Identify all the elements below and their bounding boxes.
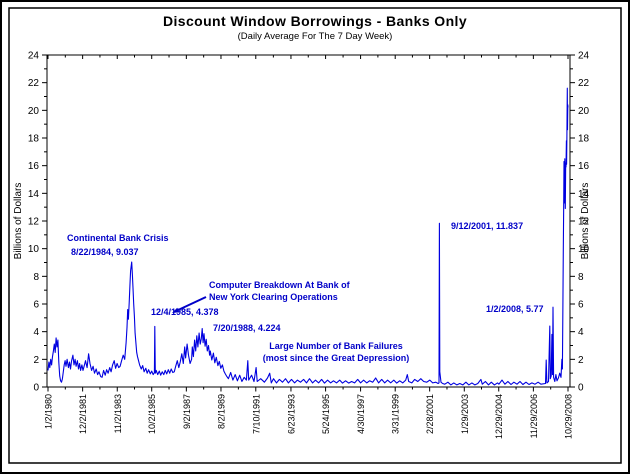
svg-text:20: 20 bbox=[578, 106, 590, 117]
svg-text:2: 2 bbox=[578, 355, 584, 366]
plot-box bbox=[46, 54, 571, 388]
annotation-arrow-icon bbox=[172, 296, 207, 313]
svg-text:10: 10 bbox=[578, 244, 590, 255]
svg-text:10: 10 bbox=[28, 244, 40, 255]
svg-text:4: 4 bbox=[33, 327, 39, 338]
svg-text:12/2/1981: 12/2/1981 bbox=[78, 394, 88, 434]
x-axis-tick-labels: 1/2/1980 12/2/1981 11/2/1983 10/2/1985 9/2/1… bbox=[44, 394, 574, 439]
annotation-continental-value: 8/22/1984, 9.037 bbox=[71, 247, 139, 257]
svg-text:1/29/2003: 1/29/2003 bbox=[460, 394, 470, 434]
svg-text:1/2/1980: 1/2/1980 bbox=[44, 394, 54, 429]
annotation-1988-spike-value: 7/20/1988, 4.224 bbox=[213, 323, 281, 333]
y-axis-ticks bbox=[42, 54, 575, 388]
svg-text:4: 4 bbox=[578, 327, 584, 338]
svg-text:14: 14 bbox=[28, 189, 40, 200]
annotation-2008-spike-value: 1/2/2008, 5.77 bbox=[486, 304, 544, 314]
svg-text:4/30/1997: 4/30/1997 bbox=[356, 394, 366, 434]
svg-text:18: 18 bbox=[28, 134, 40, 145]
svg-text:8: 8 bbox=[33, 272, 39, 283]
svg-text:8/2/1989: 8/2/1989 bbox=[216, 394, 226, 429]
annotation-2001-spike-value: 9/12/2001, 11.837 bbox=[451, 221, 524, 231]
svg-text:6: 6 bbox=[578, 300, 584, 311]
svg-text:11/2/1983: 11/2/1983 bbox=[113, 394, 123, 433]
svg-text:12/29/2004: 12/29/2004 bbox=[494, 394, 504, 439]
annotation-bank-failures-line2: (most since the Great Depression) bbox=[262, 353, 410, 363]
svg-text:3/31/1999: 3/31/1999 bbox=[391, 394, 401, 434]
svg-text:Billions of Dollars: Billions of Dollars bbox=[580, 183, 591, 260]
annotation-1985-spike-value: 12/4/1985, 4.378 bbox=[151, 307, 219, 317]
svg-text:12: 12 bbox=[28, 217, 40, 228]
svg-text:16: 16 bbox=[578, 161, 590, 172]
series-discount-window-borrowings bbox=[47, 87, 569, 386]
svg-text:24: 24 bbox=[578, 51, 590, 62]
svg-text:9/2/1987: 9/2/1987 bbox=[182, 394, 192, 429]
svg-text:6: 6 bbox=[33, 300, 39, 311]
svg-text:0: 0 bbox=[578, 383, 584, 394]
y-axis-titles: Billions of Dollars Billions of Dollars bbox=[13, 183, 591, 260]
svg-text:18: 18 bbox=[578, 134, 590, 145]
annotation-bank-failures-line1: Large Number of Bank Failures bbox=[269, 341, 403, 351]
x-axis-ticks bbox=[47, 55, 569, 392]
svg-text:0: 0 bbox=[33, 383, 39, 394]
annotation-computer-breakdown-line2: New York Clearing Operations bbox=[209, 292, 338, 302]
svg-text:8: 8 bbox=[578, 272, 584, 283]
chart-subtitle: (Daily Average For The 7 Day Week) bbox=[237, 31, 393, 42]
annotation-continental-bank-crisis: Continental Bank Crisis bbox=[67, 233, 169, 243]
svg-text:11/29/2006: 11/29/2006 bbox=[529, 394, 539, 438]
svg-text:10/2/1985: 10/2/1985 bbox=[147, 394, 157, 434]
svg-text:12: 12 bbox=[578, 217, 590, 228]
svg-text:7/10/1991: 7/10/1991 bbox=[251, 394, 261, 434]
annotation-bank-failures: Large Number of Bank Failures (most sinc… bbox=[245, 340, 427, 364]
annotation-computer-breakdown-line1: Computer Breakdown At Bank of bbox=[209, 280, 350, 290]
svg-text:22: 22 bbox=[28, 78, 40, 89]
svg-text:2: 2 bbox=[33, 355, 39, 366]
svg-text:16: 16 bbox=[28, 161, 40, 172]
svg-text:14: 14 bbox=[578, 189, 590, 200]
svg-text:20: 20 bbox=[28, 106, 40, 117]
svg-text:Billions of Dollars: Billions of Dollars bbox=[13, 183, 24, 260]
svg-text:5/24/1995: 5/24/1995 bbox=[321, 394, 331, 434]
chart-title: Discount Window Borrowings - Banks Only bbox=[162, 13, 468, 29]
svg-text:10/29/2008: 10/29/2008 bbox=[564, 394, 574, 439]
svg-text:6/23/1993: 6/23/1993 bbox=[286, 394, 296, 434]
svg-text:2/28/2001: 2/28/2001 bbox=[425, 394, 435, 434]
svg-text:22: 22 bbox=[578, 78, 590, 89]
svg-text:24: 24 bbox=[28, 51, 40, 62]
